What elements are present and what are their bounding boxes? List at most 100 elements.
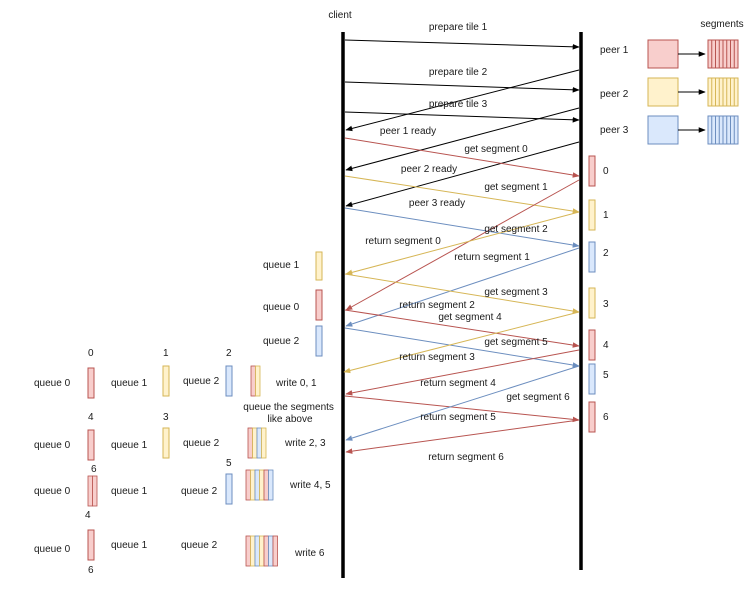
row4-queue-2-label: queue 2 xyxy=(181,540,218,551)
row1-number-2: 2 xyxy=(226,348,232,359)
peer-segment-0 xyxy=(588,155,596,187)
row3-queue-1-label: queue 1 xyxy=(111,486,148,497)
msg-get-segment-6 xyxy=(344,395,580,423)
label-return-segment-4: return segment 4 xyxy=(420,378,496,389)
label-prepare-tile-3: prepare tile 3 xyxy=(429,99,488,110)
peer-segment-4 xyxy=(588,329,596,361)
state-row-2: 4 3 queue 0 6 queue 1 queue 2 write 2, 3 xyxy=(34,412,326,475)
buffer-segment xyxy=(259,469,265,501)
row3-number-4: 4 xyxy=(85,510,91,521)
row4-write-label: write 6 xyxy=(294,548,325,559)
label-peer-3-ready: peer 3 ready xyxy=(409,198,465,209)
msg-get-segment-2 xyxy=(344,207,580,248)
state-row-4: queue 0 6 queue 1 queue 2 write 6 xyxy=(34,529,325,576)
label-get-segment-1: get segment 1 xyxy=(484,182,548,193)
row3-queue-2-label: queue 2 xyxy=(181,486,218,497)
msg-peer-1-ready xyxy=(345,69,580,132)
label-get-segment-0: get segment 0 xyxy=(464,144,528,155)
queue-note-line-1: queue the segments xyxy=(243,402,334,413)
segments-label: segments xyxy=(700,19,743,30)
peer-segment-number-2: 2 xyxy=(603,248,609,259)
msg-return-segment-3 xyxy=(343,311,580,374)
client-queue-1-box xyxy=(315,251,323,281)
buffer-segment xyxy=(250,535,256,567)
label-return-segment-1: return segment 1 xyxy=(454,252,530,263)
msg-get-segment-0 xyxy=(344,137,580,178)
row2-number-3: 3 xyxy=(163,412,169,423)
queue-note: queue the segments like above xyxy=(243,402,336,425)
row1-queue-2-label: queue 2 xyxy=(183,376,220,387)
label-prepare-tile-1: prepare tile 1 xyxy=(429,22,488,33)
peer-3-label: peer 3 xyxy=(600,125,629,136)
peer-2-label: peer 2 xyxy=(600,89,629,100)
row3-number-5: 5 xyxy=(226,458,232,469)
row2-write-label: write 2, 3 xyxy=(284,438,326,449)
peer-segment-number-0: 0 xyxy=(603,166,609,177)
row2-queue-1-label: queue 1 xyxy=(111,440,148,451)
row1-queue-1-label: queue 1 xyxy=(111,378,148,389)
msg-prepare-tile-3 xyxy=(344,111,580,123)
buffer-segment xyxy=(263,469,269,501)
msg-get-segment-3 xyxy=(344,273,580,314)
peer-row-1: peer 1 xyxy=(600,39,739,69)
row3-queue-0-stack xyxy=(87,475,98,507)
row2-queue-0-label: queue 0 xyxy=(34,440,71,451)
peer-row-3: peer 3 xyxy=(600,115,739,145)
row4-write-buffer xyxy=(245,535,278,567)
buffer-segment xyxy=(250,365,256,397)
peer-segment-number-3: 3 xyxy=(603,299,609,310)
client-queue-0-box xyxy=(315,289,323,321)
row2-queue-0-box xyxy=(87,429,95,461)
label-peer-2-ready: peer 2 ready xyxy=(401,164,457,175)
row4-number-6: 6 xyxy=(88,565,94,576)
msg-return-segment-5 xyxy=(345,365,580,441)
row3-queue-2-box xyxy=(225,473,233,505)
peer-3-tile xyxy=(647,115,679,145)
peer-segment-2 xyxy=(588,241,596,273)
buffer-segment xyxy=(92,475,98,507)
peer-segment-number-1: 1 xyxy=(603,210,609,221)
buffer-segment xyxy=(245,469,251,501)
client-queue-2-label: queue 2 xyxy=(263,336,300,347)
msg-peer-2-ready xyxy=(345,107,580,172)
row1-write-buffer xyxy=(250,365,261,397)
row3-write-label: write 4, 5 xyxy=(289,480,331,491)
peer-segment-3 xyxy=(588,287,596,319)
msg-return-segment-4 xyxy=(345,349,580,396)
peer-segment-6 xyxy=(588,401,596,433)
peer-1-segments xyxy=(707,39,739,69)
buffer-segment xyxy=(268,535,274,567)
peer-2-segments xyxy=(707,77,739,107)
msg-prepare-tile-2 xyxy=(344,81,580,93)
label-get-segment-6: get segment 6 xyxy=(506,392,570,403)
label-return-segment-5: return segment 5 xyxy=(420,412,496,423)
msg-prepare-tile-1 xyxy=(344,39,580,50)
row1-queue-0-label: queue 0 xyxy=(34,378,71,389)
label-get-segment-5: get segment 5 xyxy=(484,337,548,348)
row2-number-4: 4 xyxy=(88,412,94,423)
state-row-1: 0 1 2 queue 0 queue 1 queue 2 write 0, 1… xyxy=(34,348,336,425)
row1-number-1: 1 xyxy=(163,348,169,359)
buffer-segment xyxy=(261,427,267,459)
row4-queue-1-label: queue 1 xyxy=(111,540,148,551)
buffer-segment xyxy=(263,535,269,567)
peer-segment-1 xyxy=(588,199,596,231)
msg-peer-3-ready xyxy=(345,141,580,208)
label-return-segment-2: return segment 2 xyxy=(399,300,475,311)
label-return-segment-6: return segment 6 xyxy=(428,452,504,463)
buffer-segment xyxy=(87,475,93,507)
peer-1-label: peer 1 xyxy=(600,45,629,56)
row2-queue-1-box xyxy=(162,427,170,459)
msg-return-segment-1 xyxy=(345,211,580,276)
peer-1-tile xyxy=(647,39,679,69)
row2-write-buffer xyxy=(247,427,267,459)
row4-queue-0-box xyxy=(87,529,95,561)
buffer-segment xyxy=(254,535,260,567)
peer-3-segments xyxy=(707,115,739,145)
client-queue-1-label: queue 1 xyxy=(263,260,300,271)
msg-return-segment-2 xyxy=(345,247,580,327)
label-peer-1-ready: peer 1 ready xyxy=(380,126,436,137)
queue-note-line-2: like above xyxy=(267,414,312,425)
buffer-segment xyxy=(256,427,262,459)
